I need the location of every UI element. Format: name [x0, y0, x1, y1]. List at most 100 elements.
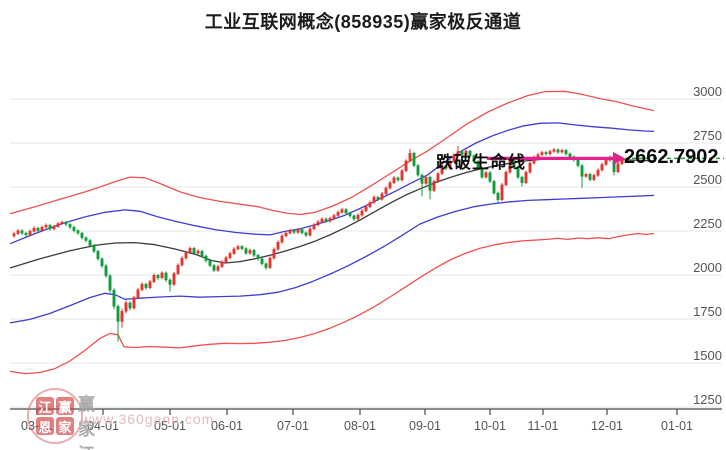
- watermark-url-text: www.360gann.com: [81, 411, 215, 427]
- candle-body: [504, 172, 508, 186]
- candle-body: [136, 289, 140, 298]
- candle-body: [360, 210, 364, 216]
- brand-seal-logo: 江 赢 恩 家: [27, 388, 83, 444]
- last-price-label: 2662.7902: [624, 146, 719, 168]
- candle-body: [348, 212, 352, 217]
- candle-body: [364, 206, 368, 212]
- candle-body: [372, 197, 376, 203]
- candle-body: [460, 151, 464, 155]
- candle-body: [440, 165, 444, 174]
- candle-body: [24, 232, 28, 236]
- candle-body: [112, 289, 116, 307]
- candle-body: [180, 257, 184, 266]
- candle-body: [68, 224, 72, 228]
- candle-body: [384, 187, 388, 194]
- candle-body: [552, 149, 556, 152]
- candle-body: [564, 150, 568, 155]
- candle-body: [484, 172, 488, 178]
- candle-body: [404, 160, 408, 172]
- candle-body: [168, 279, 172, 285]
- candle-body: [216, 266, 220, 271]
- candle-body: [576, 159, 580, 166]
- candle-body: [48, 224, 52, 230]
- candle-body: [492, 181, 496, 194]
- lower-red-line: [9, 232, 655, 375]
- candle-body: [332, 215, 336, 219]
- candle-body: [236, 246, 240, 250]
- x-axis-label: 06-01: [211, 419, 243, 433]
- x-axis-label: 05-01: [154, 419, 186, 433]
- x-axis-label: 09-01: [409, 419, 441, 433]
- candle-body: [356, 214, 360, 220]
- candle-body: [260, 258, 264, 264]
- candle-body: [456, 151, 460, 156]
- candle-body: [568, 153, 572, 157]
- candle-body: [52, 226, 56, 230]
- candle-body: [548, 151, 552, 155]
- candle-body: [176, 264, 180, 274]
- x-axis-label: 04-01: [87, 419, 119, 433]
- chart-title: 工业互联网概念(858935)赢家极反通道: [204, 12, 522, 32]
- candle-body: [328, 218, 332, 222]
- candle-body: [276, 242, 280, 250]
- candle-body: [196, 250, 200, 254]
- candle-body: [512, 160, 516, 168]
- candle-body: [400, 170, 404, 181]
- candle-body: [116, 306, 120, 322]
- candle-body: [88, 240, 92, 246]
- candle-body: [256, 255, 260, 260]
- candle-body: [488, 172, 492, 182]
- candle-body: [268, 257, 272, 268]
- candle-body: [604, 160, 608, 165]
- candle-body: [428, 176, 432, 191]
- candle-body: [472, 155, 476, 162]
- candle-body: [172, 273, 176, 285]
- candle-body: [284, 232, 288, 237]
- candle-body: [20, 230, 24, 234]
- candle-body: [560, 150, 564, 153]
- candle-body: [452, 154, 456, 162]
- seal-char: 赢: [56, 397, 74, 415]
- candle-body: [500, 184, 504, 200]
- candle-body: [144, 283, 148, 288]
- candle-body: [100, 258, 104, 267]
- candle-body: [516, 167, 520, 178]
- upper-blue-line: [9, 122, 655, 245]
- candle-body: [436, 173, 440, 182]
- candle-body: [200, 250, 204, 257]
- candle-body: [396, 177, 400, 181]
- life-line-line: [9, 157, 655, 269]
- candle-body: [288, 230, 292, 234]
- candle-body: [304, 232, 308, 236]
- seal-char: 家: [56, 417, 74, 435]
- candle-body: [312, 224, 316, 230]
- candle-body: [220, 261, 224, 267]
- y-axis-label: 3000: [693, 84, 722, 99]
- candle-body: [544, 152, 548, 155]
- candle-body: [584, 174, 588, 177]
- candle-body: [56, 223, 60, 227]
- candle-body: [592, 175, 596, 180]
- candle-body: [72, 226, 76, 231]
- candle-body: [252, 250, 256, 256]
- candle-body: [128, 302, 132, 309]
- candle-body: [60, 222, 64, 224]
- candle-body: [408, 153, 412, 162]
- candle-body: [432, 181, 436, 191]
- candle-body: [188, 248, 192, 253]
- candle-body: [596, 169, 600, 176]
- candle-body: [248, 250, 252, 254]
- candle-body: [120, 311, 124, 322]
- candle-body: [228, 253, 232, 258]
- seal-grid: 江 赢 恩 家: [36, 397, 74, 435]
- x-axis-label: 12-01: [591, 419, 623, 433]
- candle-body: [336, 212, 340, 216]
- candle-body: [272, 249, 276, 259]
- candle-body: [480, 168, 484, 178]
- candle-body: [556, 149, 560, 153]
- candle-body: [368, 202, 372, 207]
- candle-body: [420, 174, 424, 184]
- candle-body: [124, 302, 128, 312]
- x-axis-label: 08-01: [344, 419, 376, 433]
